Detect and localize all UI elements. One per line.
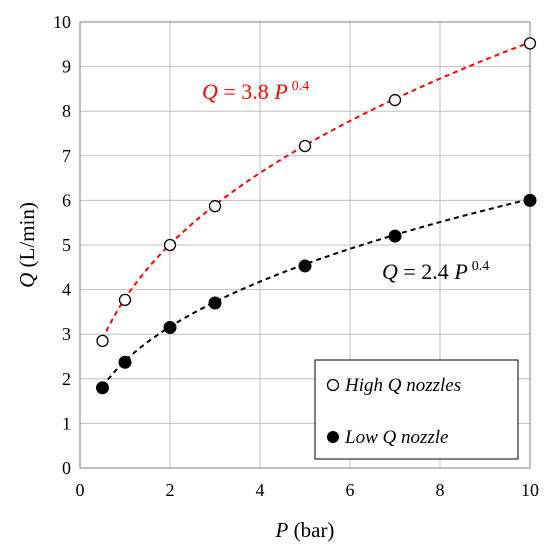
fit-curve-high-q [101,41,531,340]
legend-marker-filled-circle [327,431,339,443]
data-point-high-q [118,293,132,307]
y-tick-label: 6 [62,190,71,210]
data-point-low-q [208,296,222,310]
y-tick-label: 2 [62,369,71,389]
y-tick-labels: 0 1 2 3 4 5 6 7 8 9 10 [53,12,71,478]
plot-area-frame [79,21,531,469]
data-point-low-q [163,321,177,335]
y-tick-label: 1 [62,413,71,433]
legend-box [314,359,519,460]
x-tick-label: 6 [346,480,355,500]
y-tick-label: 4 [62,280,71,300]
fit-equation-low-q: Q = 2.4 P 0.4 [382,259,489,284]
data-point-high-q [523,37,537,50]
x-axis-label: P (bar) [275,518,335,542]
fit-equation-high-q: Q = 3.8 P 0.4 [202,79,309,104]
y-tick-label: 9 [62,57,71,77]
data-point-low-q [298,259,312,273]
data-point-low-q [96,381,109,395]
y-tick-label: 3 [62,324,71,344]
legend: High Q nozzles Low Q nozzle [314,359,519,460]
x-tick-label: 8 [436,480,445,500]
data-point-low-q [388,229,402,243]
y-tick-label: 5 [62,235,71,255]
data-point-high-q [388,93,402,107]
y-tick-label: 0 [62,458,71,478]
fit-curve-low-q [101,198,531,388]
data-point-high-q [96,334,109,348]
data-points [96,37,537,395]
x-tick-label: 10 [521,480,539,500]
data-point-high-q [208,200,222,213]
y-tick-label: 10 [53,12,71,32]
x-tick-labels: 0 2 4 6 8 10 [76,480,540,500]
legend-label-low-q: Low Q nozzle [344,427,448,448]
legend-label-high-q: High Q nozzles [344,375,461,396]
x-tick-label: 2 [166,480,175,500]
x-tick-label: 4 [256,480,265,500]
data-point-high-q [163,238,177,252]
x-tick-label: 0 [76,480,85,500]
y-tick-label: 7 [62,146,71,166]
data-point-low-q [523,193,537,207]
y-tick-label: 8 [62,101,71,121]
y-axis-label: Q (L/min) [15,202,39,288]
data-point-high-q [298,139,312,153]
data-point-low-q [118,355,132,369]
legend-marker-open-circle [326,378,340,392]
